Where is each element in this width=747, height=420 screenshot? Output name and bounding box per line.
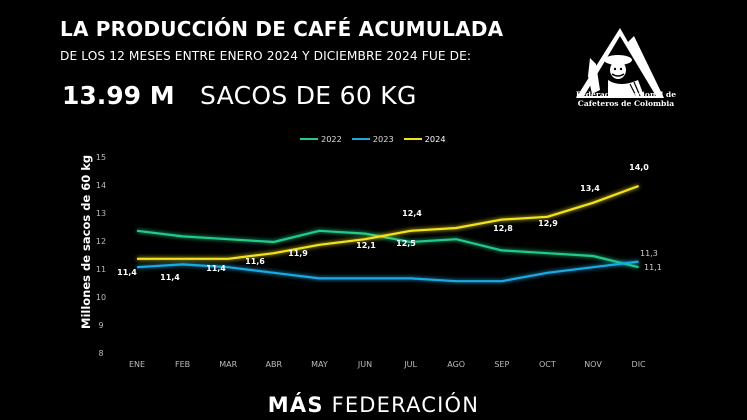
data-label-2024: 12,5 (396, 239, 416, 248)
y-tick-label: 15 (95, 153, 107, 162)
y-tick-label: 13 (95, 209, 107, 218)
x-tick-label: DIC (631, 360, 646, 369)
y-tick-label: 9 (98, 321, 104, 330)
chart-legend: 2022 2023 2024 (300, 134, 446, 144)
y-tick-label: 14 (95, 181, 107, 190)
headline-subtitle: DE LOS 12 MESES ENTRE ENERO 2024 Y DICIE… (60, 49, 472, 63)
end-label-2022: 11,1 (644, 263, 662, 272)
footer-slogan: MÁS FEDERACIÓN (267, 393, 480, 417)
x-tick-label: JUN (357, 360, 373, 369)
total-production-value: 13.99 M (62, 81, 175, 110)
series-line-2022 (136, 229, 639, 269)
data-label-2024: 12,4 (402, 209, 422, 218)
data-label-2024: 12,9 (538, 219, 558, 228)
headline-title: LA PRODUCCIÓN DE CAFÉ ACUMULADA (60, 17, 504, 41)
total-production-unit: SACOS DE 60 KG (200, 81, 417, 110)
series-line-2023 (136, 260, 639, 283)
legend-swatch-2022 (300, 138, 318, 140)
x-tick-label: AGO (447, 360, 466, 369)
x-tick-label: OCT (539, 360, 556, 369)
data-label-2024: 11,4 (206, 264, 226, 273)
x-tick-label: MAR (219, 360, 238, 369)
legend-swatch-2024 (403, 138, 422, 140)
x-tick-label: ABR (265, 360, 283, 369)
legend-item-2024: 2024 (403, 134, 446, 144)
x-tick-label: FEB (175, 360, 191, 369)
y-tick-label: 12 (95, 237, 107, 246)
y-tick-label: 8 (98, 349, 104, 358)
fnc-logo-icon (576, 28, 664, 98)
x-tick-label: ENE (128, 360, 146, 369)
data-label-2024: 12,8 (493, 224, 513, 233)
data-label-2024: 11,9 (288, 249, 308, 258)
x-tick-label: SEP (494, 360, 510, 369)
end-label-2023: 11,3 (640, 249, 658, 258)
data-label-2024: 11,4 (117, 268, 137, 277)
legend-swatch-2023 (351, 138, 370, 140)
legend-item-2022: 2022 (300, 134, 342, 144)
series-line-2024 (137, 184, 639, 260)
data-label-2024: 12,1 (356, 241, 376, 250)
x-tick-label: NOV (584, 360, 602, 369)
data-label-2024: 13,4 (580, 184, 600, 193)
legend-item-2023: 2023 (351, 134, 394, 144)
data-label-2024: 14,0 (629, 163, 649, 172)
data-label-2024: 11,6 (245, 257, 265, 266)
y-tick-label: 10 (95, 293, 107, 302)
fnc-logo-text: Federación Nacional de Cafeteros de Colo… (575, 90, 677, 108)
x-tick-label: MAY (311, 360, 328, 369)
x-tick-label: JUL (404, 360, 417, 369)
y-tick-label: 11 (95, 265, 107, 274)
data-label-2024: 11,4 (160, 273, 180, 282)
